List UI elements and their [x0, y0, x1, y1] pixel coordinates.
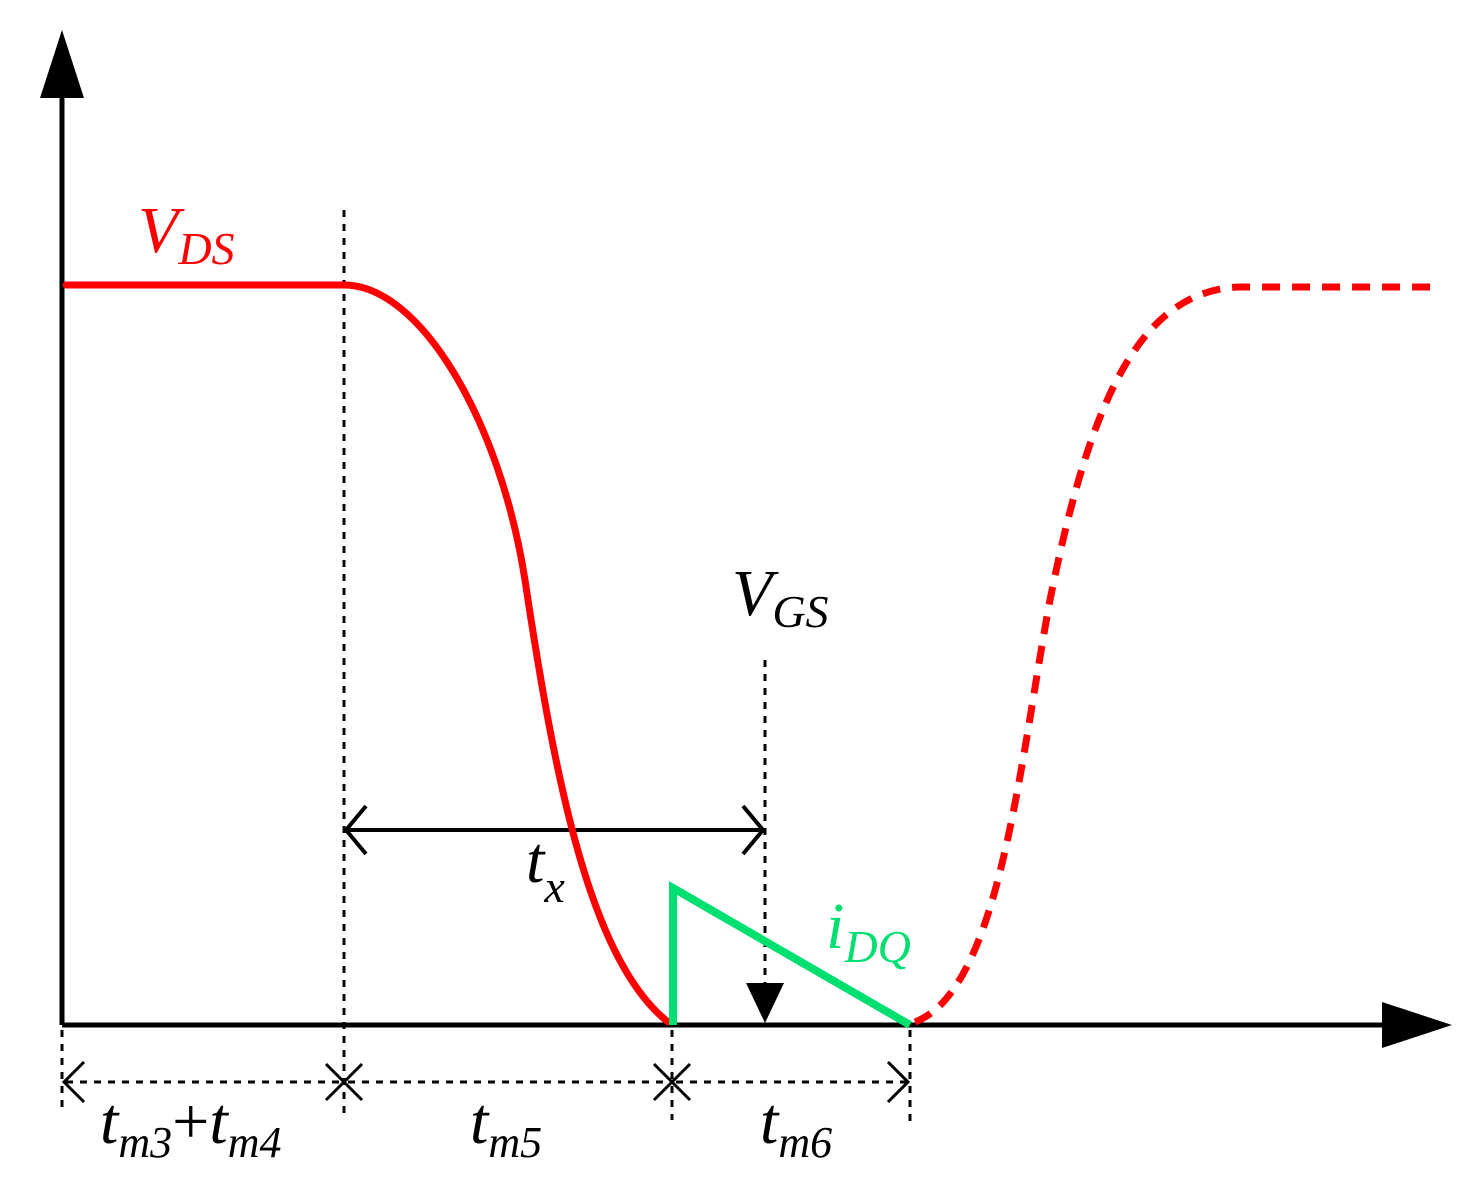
tm6-arrowhead-right	[886, 1060, 911, 1104]
tx-arrowhead-left	[343, 804, 368, 856]
y-axis-arrowhead	[40, 30, 84, 98]
vgs-arrowhead	[746, 983, 784, 1023]
tick-cross-t2	[652, 1062, 692, 1102]
idq-waveform	[669, 881, 913, 1029]
x-axis-arrowhead	[1382, 1002, 1452, 1048]
vds-waveform	[62, 281, 672, 1026]
tx-label: tx	[526, 824, 565, 912]
tx-arrowhead-right	[741, 804, 766, 856]
tm6-label: tm6	[760, 1085, 832, 1167]
tm34-arrowhead-left	[61, 1060, 86, 1104]
tm34-label: tm3+tm4	[100, 1085, 281, 1167]
vds-recovery-waveform	[913, 283, 1440, 1026]
tick-cross-t1	[324, 1062, 364, 1102]
vds-label: VDS	[138, 194, 235, 274]
tm5-label: tm5	[470, 1085, 542, 1167]
vgs-label: VGS	[732, 557, 829, 637]
idq-label: iDQ	[826, 890, 911, 972]
